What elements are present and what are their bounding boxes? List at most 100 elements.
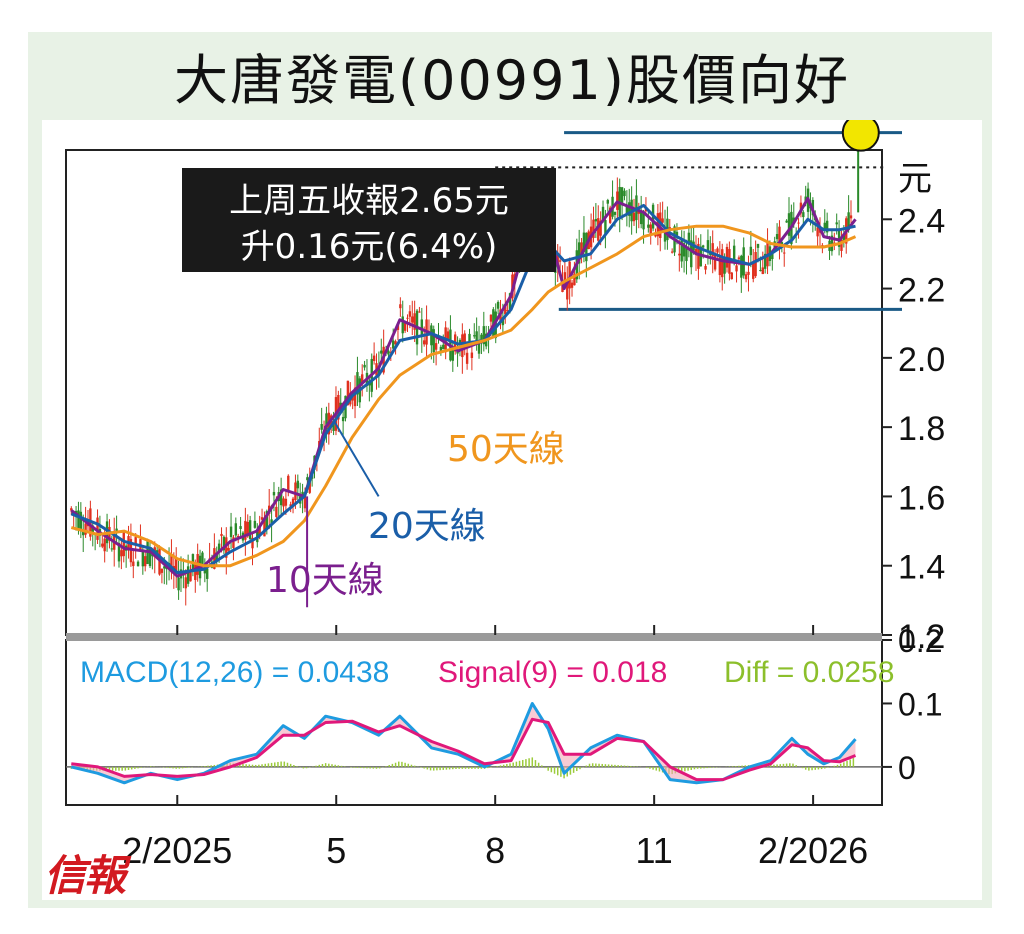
candle-body (599, 220, 602, 236)
candle-body (353, 387, 357, 407)
candle-body (215, 552, 218, 562)
ma-line-2 (70, 203, 856, 575)
candle-body (175, 558, 178, 574)
last-close-marker (841, 120, 880, 152)
candle-body (642, 212, 645, 230)
candle-body (356, 372, 359, 395)
candle-body (773, 241, 776, 251)
candle-body (647, 224, 650, 228)
candle-body (763, 253, 767, 269)
candle-body (663, 226, 667, 242)
candle-body (482, 326, 486, 345)
candle-body (802, 212, 805, 218)
candle-body (413, 313, 416, 330)
candle-body (752, 263, 755, 279)
candle-body (732, 245, 736, 262)
ma10-label: 10天線 (266, 560, 384, 601)
candle-body (227, 548, 230, 551)
macd-legend-3: Diff = 0.0258 (724, 656, 894, 689)
candle-body (346, 380, 350, 406)
candle-body (716, 248, 719, 253)
candle-body (232, 537, 235, 548)
candle-body (139, 539, 142, 550)
candle-body (258, 525, 261, 536)
candle-body (222, 536, 226, 551)
candle-body (144, 556, 147, 567)
candle-body (623, 190, 626, 197)
candle-body (613, 211, 617, 215)
macd-ytick-label: 0.2 (898, 623, 942, 659)
candle-body (406, 317, 409, 319)
price-ytick-label: 1.6 (898, 479, 945, 517)
candle-body (797, 222, 800, 224)
candle-body (475, 331, 478, 344)
macd-legend-2: Signal(9) = 0.018 (438, 656, 667, 689)
candle-body (458, 339, 462, 344)
candle-body (265, 511, 269, 530)
candle-body (508, 293, 512, 310)
candle-body (148, 547, 152, 567)
xtick-label: 11 (635, 830, 672, 871)
candle-body (680, 238, 683, 262)
candle-body (122, 532, 125, 557)
price-unit-label: 元 (898, 159, 932, 199)
candle-body (430, 325, 433, 346)
candle-body (399, 304, 402, 309)
candle-body (687, 232, 691, 245)
candle-body (360, 374, 364, 384)
candle-body (577, 242, 581, 264)
panel-divider (66, 633, 882, 641)
candle-body (155, 550, 159, 553)
candle-body (101, 543, 104, 547)
candle-body (682, 243, 686, 257)
candle-body (403, 322, 407, 331)
candle-body (823, 222, 826, 230)
price-ytick-label: 2.2 (898, 272, 945, 310)
candle-body (661, 218, 664, 223)
xtick-label: 2/2025 (122, 830, 232, 871)
candle-body (96, 517, 99, 540)
candle-body (284, 498, 288, 506)
candle-body (573, 273, 576, 286)
candle-body (70, 508, 73, 511)
candle-body (363, 364, 366, 368)
candle-body (477, 340, 481, 354)
candle-body (468, 333, 471, 345)
candle-body (606, 200, 609, 204)
candle-body (766, 240, 769, 267)
candle-body (506, 310, 509, 312)
candle-body (787, 213, 791, 236)
candle-body (117, 543, 121, 562)
candle-body (780, 242, 784, 245)
candle-body (260, 517, 264, 520)
xtick-label: 2/2026 (758, 830, 868, 871)
candle-body (253, 520, 257, 528)
candle-body (659, 212, 662, 238)
candle-body (580, 242, 583, 254)
price-ytick-label: 2.0 (898, 341, 945, 379)
candle-body (160, 568, 164, 573)
candle-body (747, 271, 750, 275)
candle-body (451, 350, 455, 361)
candle-body (289, 504, 292, 507)
candle-body (206, 568, 209, 579)
candle-body (783, 252, 786, 254)
candle-body (592, 219, 595, 238)
candle-body (134, 537, 137, 545)
candle-body (759, 270, 762, 272)
candle-body (649, 224, 652, 236)
chart-svg: 1.2 1.4 1.6 1.8 2.0 2.2 2.4元 0 0.1 0.2 2/2025 5 8 11 2… (65, 120, 945, 871)
candle-body (675, 231, 679, 236)
candle-body (141, 551, 145, 567)
macd-ytick-label: 0 (898, 750, 916, 786)
candle-body (391, 340, 395, 349)
candle-body (291, 498, 295, 507)
candle-body (723, 257, 726, 274)
candle-body (496, 301, 500, 309)
candle-body (558, 260, 562, 262)
candle-body (670, 251, 674, 253)
xtick-label: 8 (485, 830, 505, 871)
candle-body (325, 413, 328, 430)
ma-line-3 (70, 224, 857, 568)
chart-title: 大唐發電(00991)股價向好 (174, 49, 850, 112)
